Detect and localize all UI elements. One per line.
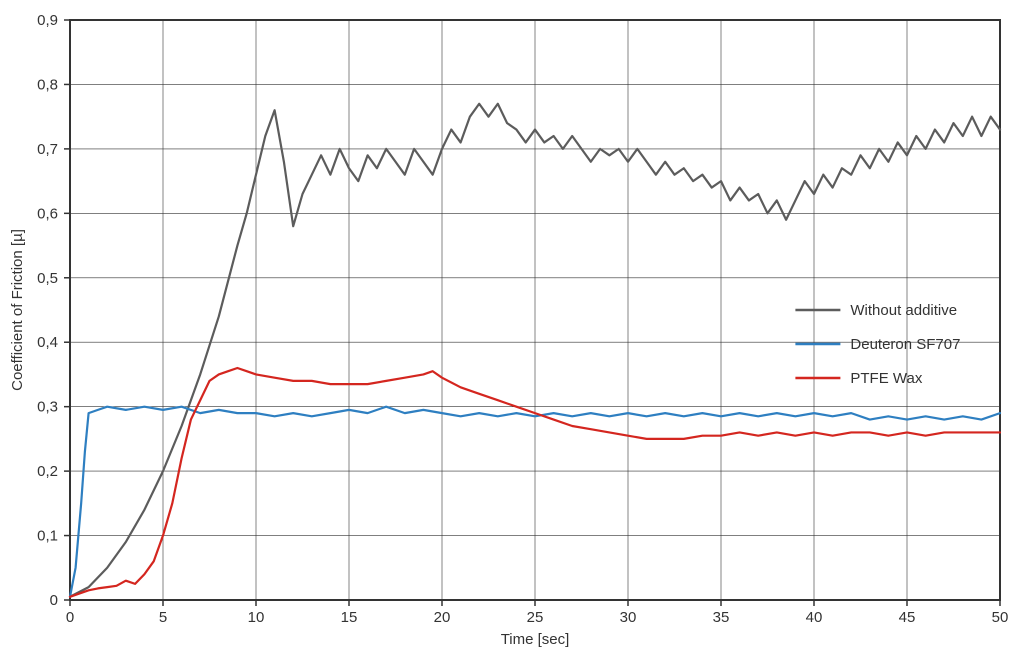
friction-chart: 0 5 10 15 20 25 30 35 40 45 50 0 0,1 0,2 0,3 0,4 0,5 0,6 0… bbox=[0, 0, 1024, 650]
x-tick-label: 45 bbox=[899, 609, 916, 626]
chart-svg: 0 5 10 15 20 25 30 35 40 45 50 0 0,1 0,2 0,3 0,4 0,5 0,6 0… bbox=[0, 0, 1024, 650]
legend-label: Deuteron SF707 bbox=[850, 336, 960, 353]
x-tick-label: 20 bbox=[434, 609, 451, 626]
x-tick-label: 30 bbox=[620, 609, 637, 626]
y-tick-label: 0,1 bbox=[37, 528, 58, 545]
x-tick-label: 5 bbox=[159, 609, 167, 626]
y-tick-label: 0,2 bbox=[37, 463, 58, 480]
x-tick-label: 0 bbox=[66, 609, 74, 626]
x-axis-label: Time [sec] bbox=[501, 631, 570, 648]
x-tick-label: 25 bbox=[527, 609, 544, 626]
x-tick-label: 15 bbox=[341, 609, 358, 626]
y-tick-label: 0,9 bbox=[37, 12, 58, 29]
x-tick-label: 35 bbox=[713, 609, 730, 626]
y-tick-label: 0,4 bbox=[37, 334, 58, 351]
x-tick-label: 40 bbox=[806, 609, 823, 626]
y-tick-label: 0,7 bbox=[37, 141, 58, 158]
y-tick-label: 0 bbox=[50, 592, 58, 609]
y-tick-label: 0,5 bbox=[37, 270, 58, 287]
legend-label: Without additive bbox=[850, 302, 957, 319]
y-tick-label: 0,8 bbox=[37, 76, 58, 93]
x-tick-label: 50 bbox=[992, 609, 1009, 626]
y-tick-label: 0,3 bbox=[37, 399, 58, 416]
y-axis-label: Coefficient of Friction [µ] bbox=[9, 229, 26, 391]
x-tick-label: 10 bbox=[248, 609, 265, 626]
y-tick-label: 0,6 bbox=[37, 205, 58, 222]
legend-label: PTFE Wax bbox=[850, 370, 922, 387]
